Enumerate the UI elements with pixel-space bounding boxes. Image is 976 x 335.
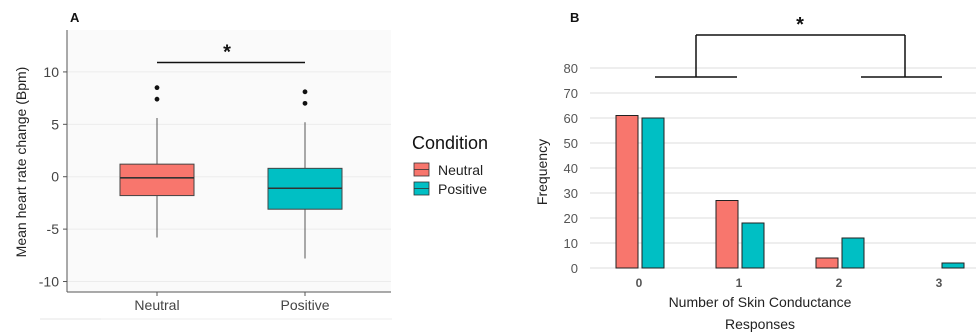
outlier-neutral-0 xyxy=(154,85,160,91)
panel-b-x-axis-label-line-1: Number of Skin Conductance xyxy=(669,294,852,310)
box-positive xyxy=(267,89,343,259)
box-neutral xyxy=(119,85,195,238)
bar-1-1 xyxy=(741,222,765,269)
b-xtick-label-1: 1 xyxy=(736,276,743,290)
panel-b-x-axis-label-line-2: Responses xyxy=(725,316,795,332)
b-ytick-label-10: 10 xyxy=(564,236,578,251)
bar-1-0 xyxy=(641,117,665,269)
a-xtick-label-neutral: Neutral xyxy=(134,297,179,313)
legend-title: Condition xyxy=(412,133,488,153)
b-ytick-label-80: 80 xyxy=(564,61,578,76)
panel-b-significance-star: * xyxy=(796,14,804,36)
panel-a-boxes xyxy=(119,85,343,259)
a-ytick-label--10: -10 xyxy=(39,274,59,290)
bar-0-2 xyxy=(815,257,839,269)
b-ytick-label-0: 0 xyxy=(571,261,578,276)
panel-a-y-ticks: 10 5 0 -5 -10 xyxy=(39,64,67,290)
panel-a-plot-background xyxy=(67,30,391,292)
panel-a-x-ticks: Neutral Positive xyxy=(134,292,330,313)
panel-a-legend: Condition Neutral Positive xyxy=(412,133,488,197)
panel-b-significance-bracket: * xyxy=(655,14,942,78)
panel-b-bars xyxy=(615,115,965,269)
b-ytick-label-60: 60 xyxy=(564,111,578,126)
panel-b-label: B xyxy=(570,10,579,25)
panel-b: B 0 10 20 30 40 50 60 70 80 0 1 2 3 * Frequency Num… xyxy=(534,10,976,332)
bar-series-1 xyxy=(641,117,965,269)
box-body-neutral xyxy=(119,163,195,197)
panel-a-significance-star: * xyxy=(223,41,231,63)
a-ytick-label-10: 10 xyxy=(43,64,59,80)
outlier-positive-1 xyxy=(302,100,308,106)
legend-label-positive: Positive xyxy=(438,181,487,197)
panel-b-y-ticks: 0 10 20 30 40 50 60 70 80 xyxy=(564,61,578,276)
panel-a-y-axis-label: Mean heart rate change (Bpm) xyxy=(13,67,29,258)
a-ytick-label--5: -5 xyxy=(47,221,60,237)
b-xtick-label-3: 3 xyxy=(936,276,943,290)
outlier-positive-0 xyxy=(302,89,308,95)
bar-0-1 xyxy=(715,200,739,269)
bar-1-2 xyxy=(841,237,865,269)
bar-1-3 xyxy=(941,262,965,269)
panel-b-y-axis-label: Frequency xyxy=(534,139,550,205)
b-ytick-label-70: 70 xyxy=(564,86,578,101)
legend-label-neutral: Neutral xyxy=(438,162,483,178)
panel-b-x-ticks: 0 1 2 3 xyxy=(636,276,943,290)
b-ytick-label-20: 20 xyxy=(564,211,578,226)
bar-series-0 xyxy=(615,115,839,269)
a-xtick-label-positive: Positive xyxy=(280,297,329,313)
b-xtick-label-2: 2 xyxy=(836,276,843,290)
legend-entry-neutral: Neutral xyxy=(413,162,483,178)
outlier-neutral-1 xyxy=(154,96,160,102)
a-ytick-label-0: 0 xyxy=(51,169,59,185)
b-xtick-label-0: 0 xyxy=(636,276,643,290)
panel-a: A 10 5 0 -5 -10 Neutral Positive * Mean heart… xyxy=(13,10,391,313)
b-ytick-label-40: 40 xyxy=(564,161,578,176)
legend-entry-positive: Positive xyxy=(413,181,487,197)
a-ytick-label-5: 5 xyxy=(51,116,59,132)
bar-0-0 xyxy=(615,115,639,269)
b-ytick-label-50: 50 xyxy=(564,136,578,151)
b-ytick-label-30: 30 xyxy=(564,186,578,201)
panel-a-label: A xyxy=(70,10,80,25)
